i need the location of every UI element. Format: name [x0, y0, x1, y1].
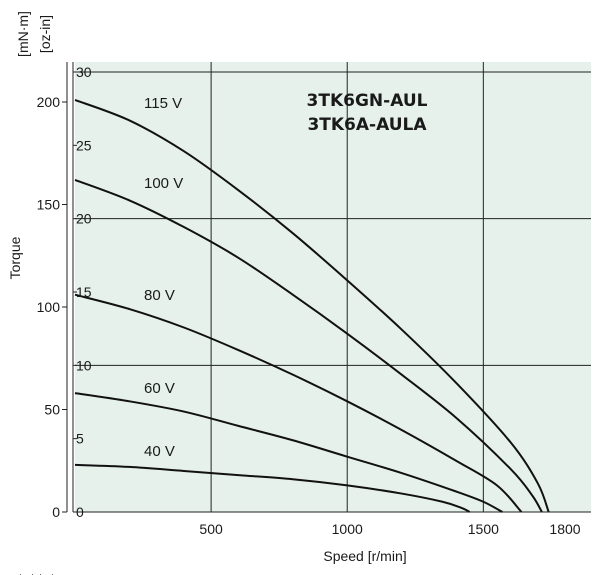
axes: 0 50 100 150 200 0 5 10 15 20 25 30 500 1000 1500 1800 — [37, 62, 591, 537]
y-axis-title: Torque — [7, 236, 23, 279]
series-label: 80 V — [144, 287, 175, 304]
tick-label-x: 500 — [199, 521, 223, 537]
y-unit-mNm: [mN·m] — [15, 11, 31, 57]
tick-label-ozin: 5 — [76, 431, 84, 447]
tick-label-mNm: 150 — [37, 197, 61, 213]
series-label: 60 V — [144, 380, 175, 397]
tick-label-mNm: 50 — [44, 402, 60, 418]
tick-label-ozin: 30 — [76, 64, 92, 80]
tick-label-ozin: 25 — [76, 137, 92, 153]
tick-label-ozin: 15 — [76, 284, 92, 300]
y-unit-ozin: [oz-in] — [37, 15, 53, 53]
tick-label-mNm: 200 — [37, 94, 61, 110]
series-label: 40 V — [144, 443, 175, 460]
tick-label-x: 1500 — [468, 521, 499, 537]
x-axis-title: Speed [r/min] — [323, 548, 406, 564]
series-label: 115 V — [144, 95, 182, 112]
series-label: 100 V — [144, 175, 183, 192]
tick-label-ozin: 20 — [76, 211, 92, 227]
series-line-60v — [74, 392, 503, 513]
tick-label-mNm: 0 — [52, 504, 60, 520]
tick-label-ozin: 0 — [76, 504, 84, 520]
chart-title-line: 3TK6A-AULA — [307, 115, 427, 135]
grid — [75, 62, 591, 512]
tick-label-x: 1000 — [332, 521, 363, 537]
series-line-115v — [74, 99, 550, 513]
series-line-80v — [74, 293, 523, 513]
tick-label-x: 1800 — [549, 521, 580, 537]
curves — [74, 99, 550, 513]
series-line-100v — [74, 178, 543, 513]
chart-title-line: 3TK6GN-AUL — [307, 91, 428, 111]
series-line-40v — [74, 463, 471, 513]
tick-label-mNm: 100 — [37, 299, 61, 315]
tick-label-ozin: 10 — [76, 357, 92, 373]
